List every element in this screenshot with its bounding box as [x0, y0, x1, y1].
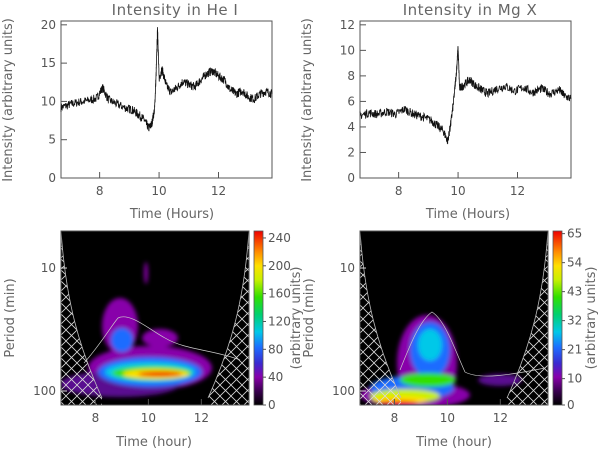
coi-hatch-left [61, 231, 102, 405]
x-tick-label: 10 [450, 184, 465, 198]
colorbar-tick-label: 40 [268, 370, 283, 384]
y-axis-label: Intensity (arbitrary units) [1, 18, 16, 182]
y-axis-label: Intensity (arbitrary units) [300, 18, 315, 182]
coi-hatch-right [208, 231, 249, 405]
colorbar-label: (arbitrary units) [584, 267, 599, 370]
colorbar-tick-label: 80 [268, 342, 283, 356]
y-tick-label: 2 [347, 145, 355, 159]
x-axis-label: Time (hour) [115, 435, 192, 450]
y-tick-label: 0 [48, 171, 56, 185]
y-tick-label: 10 [41, 261, 56, 275]
colorbar-tick-label: 65 [567, 227, 582, 241]
x-tick-label: 12 [194, 411, 209, 425]
x-tick-label: 12 [510, 184, 525, 198]
x-tick-label: 8 [391, 411, 399, 425]
x-tick-label: 8 [96, 184, 104, 198]
y-tick-label: 5 [48, 133, 56, 147]
panel-mg-x-intensity: Intensity in Mg X 8 10 12 0 2 4 6 8 10 12 Time (H… [300, 1, 572, 222]
colorbar-tick-label: 54 [567, 256, 582, 270]
x-tick-label: 8 [92, 411, 100, 425]
y-axis-label: Period (min) [302, 278, 317, 357]
coi-hatch-right [507, 231, 548, 405]
coi-hatch-left [360, 231, 401, 405]
axis-ticks: 8 10 12 10 100 0 10 21 32 43 54 65 [332, 227, 582, 425]
x-tick-label: 10 [440, 411, 455, 425]
plot-frame [60, 230, 250, 406]
colorbar-label: (arbitrary units) [289, 267, 304, 370]
y-tick-label: 12 [340, 18, 355, 32]
y-tick-label: 8 [347, 69, 355, 83]
colorbar-tick-label: 200 [268, 259, 291, 273]
chart-title: Intensity in He I [112, 1, 239, 19]
colorbar [253, 230, 264, 406]
coi-curve [61, 231, 249, 399]
colorbar-tick-label: 160 [268, 287, 291, 301]
y-tick-label: 20 [41, 18, 56, 32]
significance-contour [399, 311, 546, 377]
y-tick-label: 10 [41, 94, 56, 108]
chart-title: Intensity in Mg X [403, 1, 538, 19]
x-axis-label: Time (hour) [415, 435, 492, 450]
colorbar-tick-label: 120 [268, 314, 291, 328]
intensity-series-line [359, 46, 572, 145]
y-tick-label: 10 [340, 43, 355, 57]
panel-mg-x-wavelet: 8 10 12 10 100 0 10 21 32 43 54 65 Time (hour) Peri… [302, 227, 599, 450]
plot-frame [359, 230, 549, 406]
colorbar-tick-label: 10 [567, 372, 582, 386]
y-tick-label: 6 [347, 94, 355, 108]
wavelet-power-map [61, 231, 249, 405]
y-tick-label: 100 [33, 384, 56, 398]
y-tick-label: 10 [340, 261, 355, 275]
colorbar-tick-label: 43 [567, 285, 582, 299]
axis-ticks: 8 10 12 0 5 10 15 20 [41, 18, 226, 198]
x-axis-label: Time (Hours) [425, 207, 510, 222]
y-axis-label: Period (min) [3, 278, 18, 357]
plot-frame [359, 20, 572, 179]
y-tick-label: 0 [347, 171, 355, 185]
colorbar-tick-label: 0 [567, 398, 575, 412]
x-tick-label: 10 [141, 411, 156, 425]
x-tick-label: 8 [395, 184, 403, 198]
significance-contour [83, 316, 241, 364]
colorbar-tick-label: 240 [268, 231, 291, 245]
x-tick-label: 10 [151, 184, 166, 198]
x-tick-label: 12 [211, 184, 226, 198]
y-tick-label: 4 [347, 120, 355, 134]
axis-ticks: 8 10 12 10 100 0 40 80 120 160 200 240 [33, 231, 291, 425]
colorbar-tick-label: 32 [567, 314, 582, 328]
coi-curve [360, 231, 548, 399]
y-tick-label: 15 [41, 56, 56, 70]
axis-ticks: 8 10 12 0 2 4 6 8 10 12 [340, 18, 525, 198]
colorbar [552, 230, 563, 406]
x-tick-label: 12 [493, 411, 508, 425]
wavelet-power-map [360, 231, 548, 405]
x-axis-label: Time (Hours) [129, 207, 214, 222]
y-tick-label: 100 [332, 384, 355, 398]
colorbar-tick-label: 0 [268, 398, 276, 412]
plot-frame [60, 20, 273, 179]
intensity-series-line [60, 27, 273, 132]
colorbar-tick-label: 21 [567, 343, 582, 357]
panel-he-i-intensity: Intensity in He I 8 10 12 0 5 10 15 20 Time (Ho… [1, 1, 273, 222]
